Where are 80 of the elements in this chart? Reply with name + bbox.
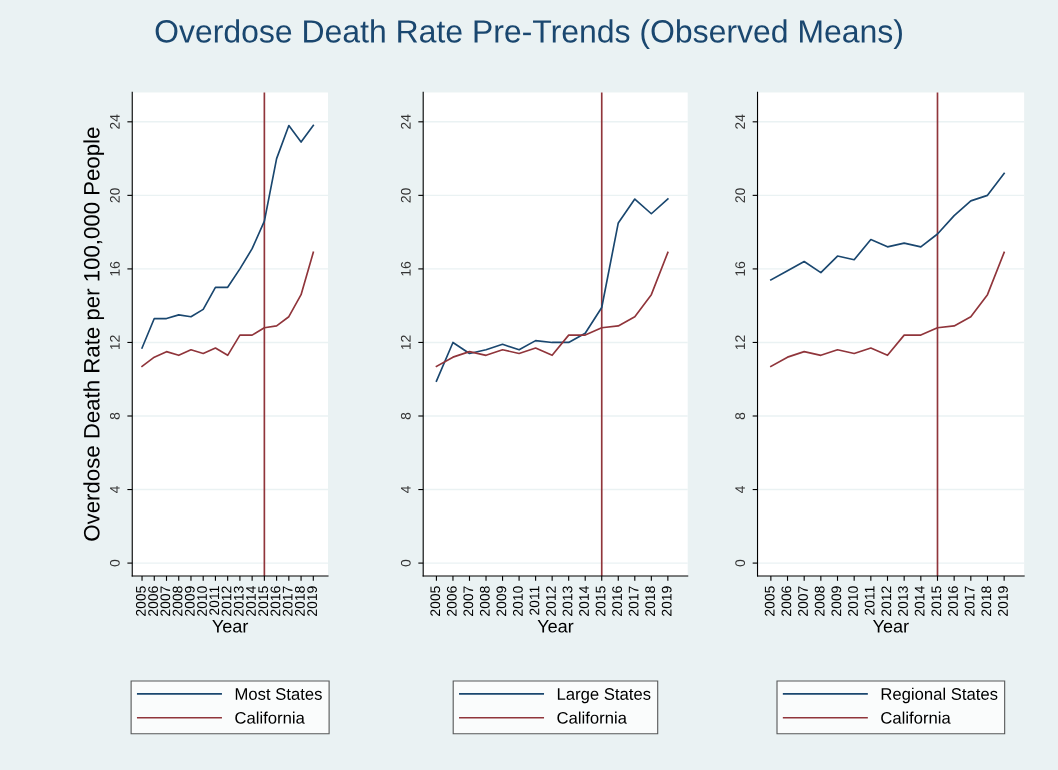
x-tick-label: 2016 — [948, 586, 958, 616]
y-tick-label: 0 — [109, 559, 120, 567]
x-tick-label: 2010 — [512, 586, 523, 616]
legend-label: California — [881, 711, 951, 724]
x-tick-label: 2017 — [282, 586, 293, 616]
x-tick-label: 2011 — [209, 586, 220, 615]
x-tick-label: 2016 — [612, 586, 622, 616]
x-tick-label: 2017 — [964, 586, 975, 616]
x-tick-label: 2014 — [579, 586, 589, 616]
x-tick-label: 2005 — [135, 586, 146, 616]
y-tick-label: 0 — [400, 559, 411, 567]
x-tick-label: 2017 — [628, 586, 639, 616]
y-tick-label: 4 — [110, 486, 120, 494]
y-tick-label: 12 — [735, 335, 745, 350]
x-tick-label: 2019 — [998, 586, 1008, 616]
legend-label: Large States — [557, 688, 651, 704]
y-tick-label: 12 — [400, 335, 411, 350]
x-tick-label: 2008 — [479, 586, 490, 616]
x-tick-label: 2005 — [764, 586, 775, 616]
x-tick-label: 2012 — [546, 586, 556, 616]
y-tick-label: 16 — [735, 261, 746, 276]
x-tick-label: 2015 — [931, 586, 942, 616]
x-tick-label: 2006 — [781, 586, 792, 616]
legend-label: Most States — [235, 688, 322, 700]
x-tick-label: 2005 — [430, 586, 441, 616]
x-tick-label: 2009 — [184, 586, 195, 616]
x-tick-label: 2018 — [294, 586, 305, 616]
x-tick-label: 2008 — [172, 586, 183, 616]
x-tick-label: 2009 — [831, 586, 842, 616]
y-tick-label: 24 — [735, 114, 745, 129]
y-tick-label: 8 — [735, 412, 746, 420]
x-tick-label: 2016 — [270, 586, 281, 616]
x-tick-label: 2012 — [221, 586, 232, 616]
x-axis-title: Year — [537, 620, 574, 633]
y-tick-label: 20 — [109, 188, 120, 203]
y-tick-label: 24 — [109, 114, 120, 129]
legend-label: California — [557, 711, 627, 724]
x-tick-label: 2013 — [233, 586, 244, 616]
x-tick-label: 2007 — [798, 586, 808, 616]
x-tick-label: 2008 — [814, 586, 825, 616]
x-axis-title: Year — [212, 620, 249, 633]
y-tick-label: 16 — [109, 261, 120, 276]
y-tick-label: 12 — [109, 335, 120, 350]
line-series — [435, 198, 669, 382]
x-axis-title: Year — [872, 620, 909, 633]
x-tick-label: 2013 — [562, 586, 573, 616]
line-series — [770, 172, 1005, 281]
y-tick-label: 16 — [400, 261, 411, 276]
x-tick-label: 2015 — [258, 586, 269, 616]
x-tick-label: 2018 — [645, 586, 656, 616]
y-tick-label: 8 — [400, 412, 411, 420]
x-tick-label: 2013 — [898, 586, 908, 616]
line-series — [141, 124, 315, 349]
x-tick-label: 2007 — [160, 586, 171, 616]
legend-label: Regional States — [881, 687, 998, 704]
y-tick-label: 24 — [400, 114, 411, 129]
legend-label: California — [235, 711, 305, 724]
x-tick-label: 2019 — [661, 586, 672, 616]
x-tick-label: 2010 — [848, 586, 858, 616]
y-tick-label: 4 — [735, 486, 745, 494]
y-tick-label: 0 — [735, 559, 746, 567]
x-tick-label: 2014 — [246, 586, 256, 616]
y-tick-label: 4 — [401, 486, 411, 494]
x-tick-label: 2010 — [197, 586, 207, 616]
x-tick-label: 2006 — [148, 586, 158, 616]
x-tick-label: 2012 — [881, 586, 892, 616]
y-tick-label: 20 — [400, 188, 411, 203]
x-tick-label: 2015 — [595, 586, 606, 616]
x-tick-label: 2014 — [914, 586, 925, 616]
x-tick-label: 2007 — [463, 586, 474, 616]
x-tick-label: 2019 — [307, 586, 318, 616]
y-axis-title: Overdose Death Rate per 100,000 People — [83, 127, 105, 541]
x-tick-label: 2018 — [981, 586, 992, 616]
text: Overdose Death Rate Pre-Trends (Observed Means) — [155, 19, 902, 50]
y-tick-label: 8 — [109, 412, 120, 420]
x-tick-label: 2006 — [446, 586, 457, 616]
y-tick-label: 20 — [735, 188, 746, 203]
x-tick-label: 2009 — [496, 586, 507, 616]
x-tick-label: 2011 — [864, 586, 875, 615]
x-tick-label: 2011 — [529, 586, 540, 615]
